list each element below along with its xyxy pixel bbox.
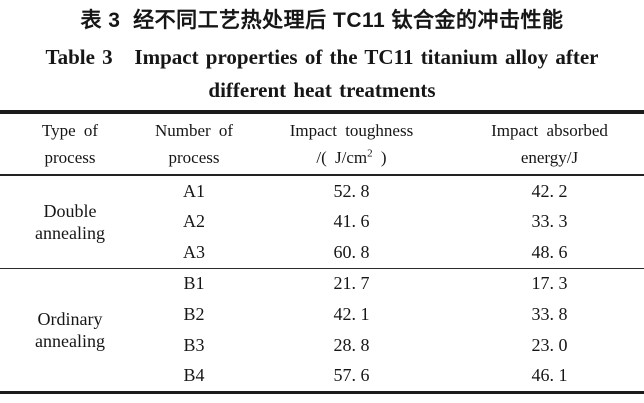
impact-energy-cell: 23. 0 (531, 335, 568, 355)
table-header: Type of process Number of process Impact… (0, 112, 644, 175)
section-ordinary-annealing: Ordinary annealing B1 21. 7 17. 3 B2 42.… (0, 268, 644, 392)
impact-properties-table: Type of process Number of process Impact… (0, 110, 644, 394)
impact-energy-cell: 42. 2 (531, 180, 568, 201)
header-line: process (168, 148, 220, 167)
header-impact-toughness: Impact toughness /( J/cm2 ) (248, 112, 455, 175)
header-line: Number of (154, 121, 234, 140)
impact-toughness-cell: 52. 8 (333, 180, 370, 201)
header-row: Type of process Number of process Impact… (0, 112, 644, 175)
header-number-of-process: Number of process (140, 112, 248, 175)
table-row: B3 28. 8 23. 0 (0, 330, 644, 361)
process-type-line: Double (43, 200, 97, 221)
section-double-annealing: Double annealing A1 52. 8 42. 2 A2 41. 6… (0, 175, 644, 268)
units-post: ) (372, 148, 387, 167)
impact-energy-cell: 48. 6 (531, 241, 568, 262)
header-line: Impact absorbed (491, 121, 608, 140)
header-line-units: /( J/cm2 ) (248, 144, 455, 171)
process-type-cell-ordinary-annealing: Ordinary annealing (0, 268, 140, 392)
header-line: energy/J (520, 148, 579, 167)
table-row: Double annealing A1 52. 8 42. 2 (0, 175, 644, 243)
impact-toughness-cell: 42. 1 (333, 304, 370, 324)
units-superscript: 2 (367, 147, 373, 160)
units-pre: /( J/cm (316, 148, 368, 167)
process-number-cell: A2 (183, 211, 205, 231)
header-line: Type of (41, 121, 99, 140)
table-caption-chinese: 表 3 经不同工艺热处理后 TC11 钛合金的冲击性能 (80, 9, 564, 32)
impact-toughness-cell: 21. 7 (333, 273, 370, 294)
process-number-cell: B1 (183, 273, 205, 294)
impact-energy-cell: 46. 1 (531, 365, 568, 386)
process-number-cell: A1 (183, 180, 205, 201)
table-row: B2 42. 1 33. 8 (0, 299, 644, 330)
impact-toughness-cell: 41. 6 (333, 211, 370, 231)
table-caption-english-line1: Table 3 Impact properties of the TC11 ti… (45, 45, 599, 69)
process-number-cell: B4 (183, 365, 205, 386)
header-line: Impact toughness (289, 121, 414, 140)
impact-toughness-cell: 60. 8 (333, 241, 370, 262)
table-row: A2 41. 6 33. 3 (0, 206, 644, 237)
process-type-line: annealing (35, 330, 105, 351)
table-row: A3 60. 8 48. 6 (0, 237, 644, 268)
header-line: process (44, 148, 96, 167)
header-impact-absorbed-energy: Impact absorbed energy/J (455, 112, 644, 175)
table-row: B4 57. 6 46. 1 (0, 361, 644, 392)
process-number-cell: A3 (183, 241, 205, 262)
process-type-cell-double-annealing: Double annealing (0, 175, 140, 268)
process-type-line: Ordinary (37, 308, 103, 329)
impact-energy-cell: 33. 3 (531, 211, 568, 231)
impact-toughness-cell: 57. 6 (333, 365, 370, 386)
table-caption-english-line2: different heat treatments (208, 78, 436, 102)
impact-energy-cell: 17. 3 (531, 273, 568, 294)
impact-toughness-cell: 28. 8 (333, 335, 370, 355)
table-row: Ordinary annealing B1 21. 7 17. 3 (0, 268, 644, 350)
process-number-cell: B2 (183, 304, 205, 324)
process-type-line: annealing (35, 222, 105, 243)
process-number-cell: B3 (183, 335, 205, 355)
impact-energy-cell: 33. 8 (531, 304, 568, 324)
header-type-of-process: Type of process (0, 112, 140, 175)
